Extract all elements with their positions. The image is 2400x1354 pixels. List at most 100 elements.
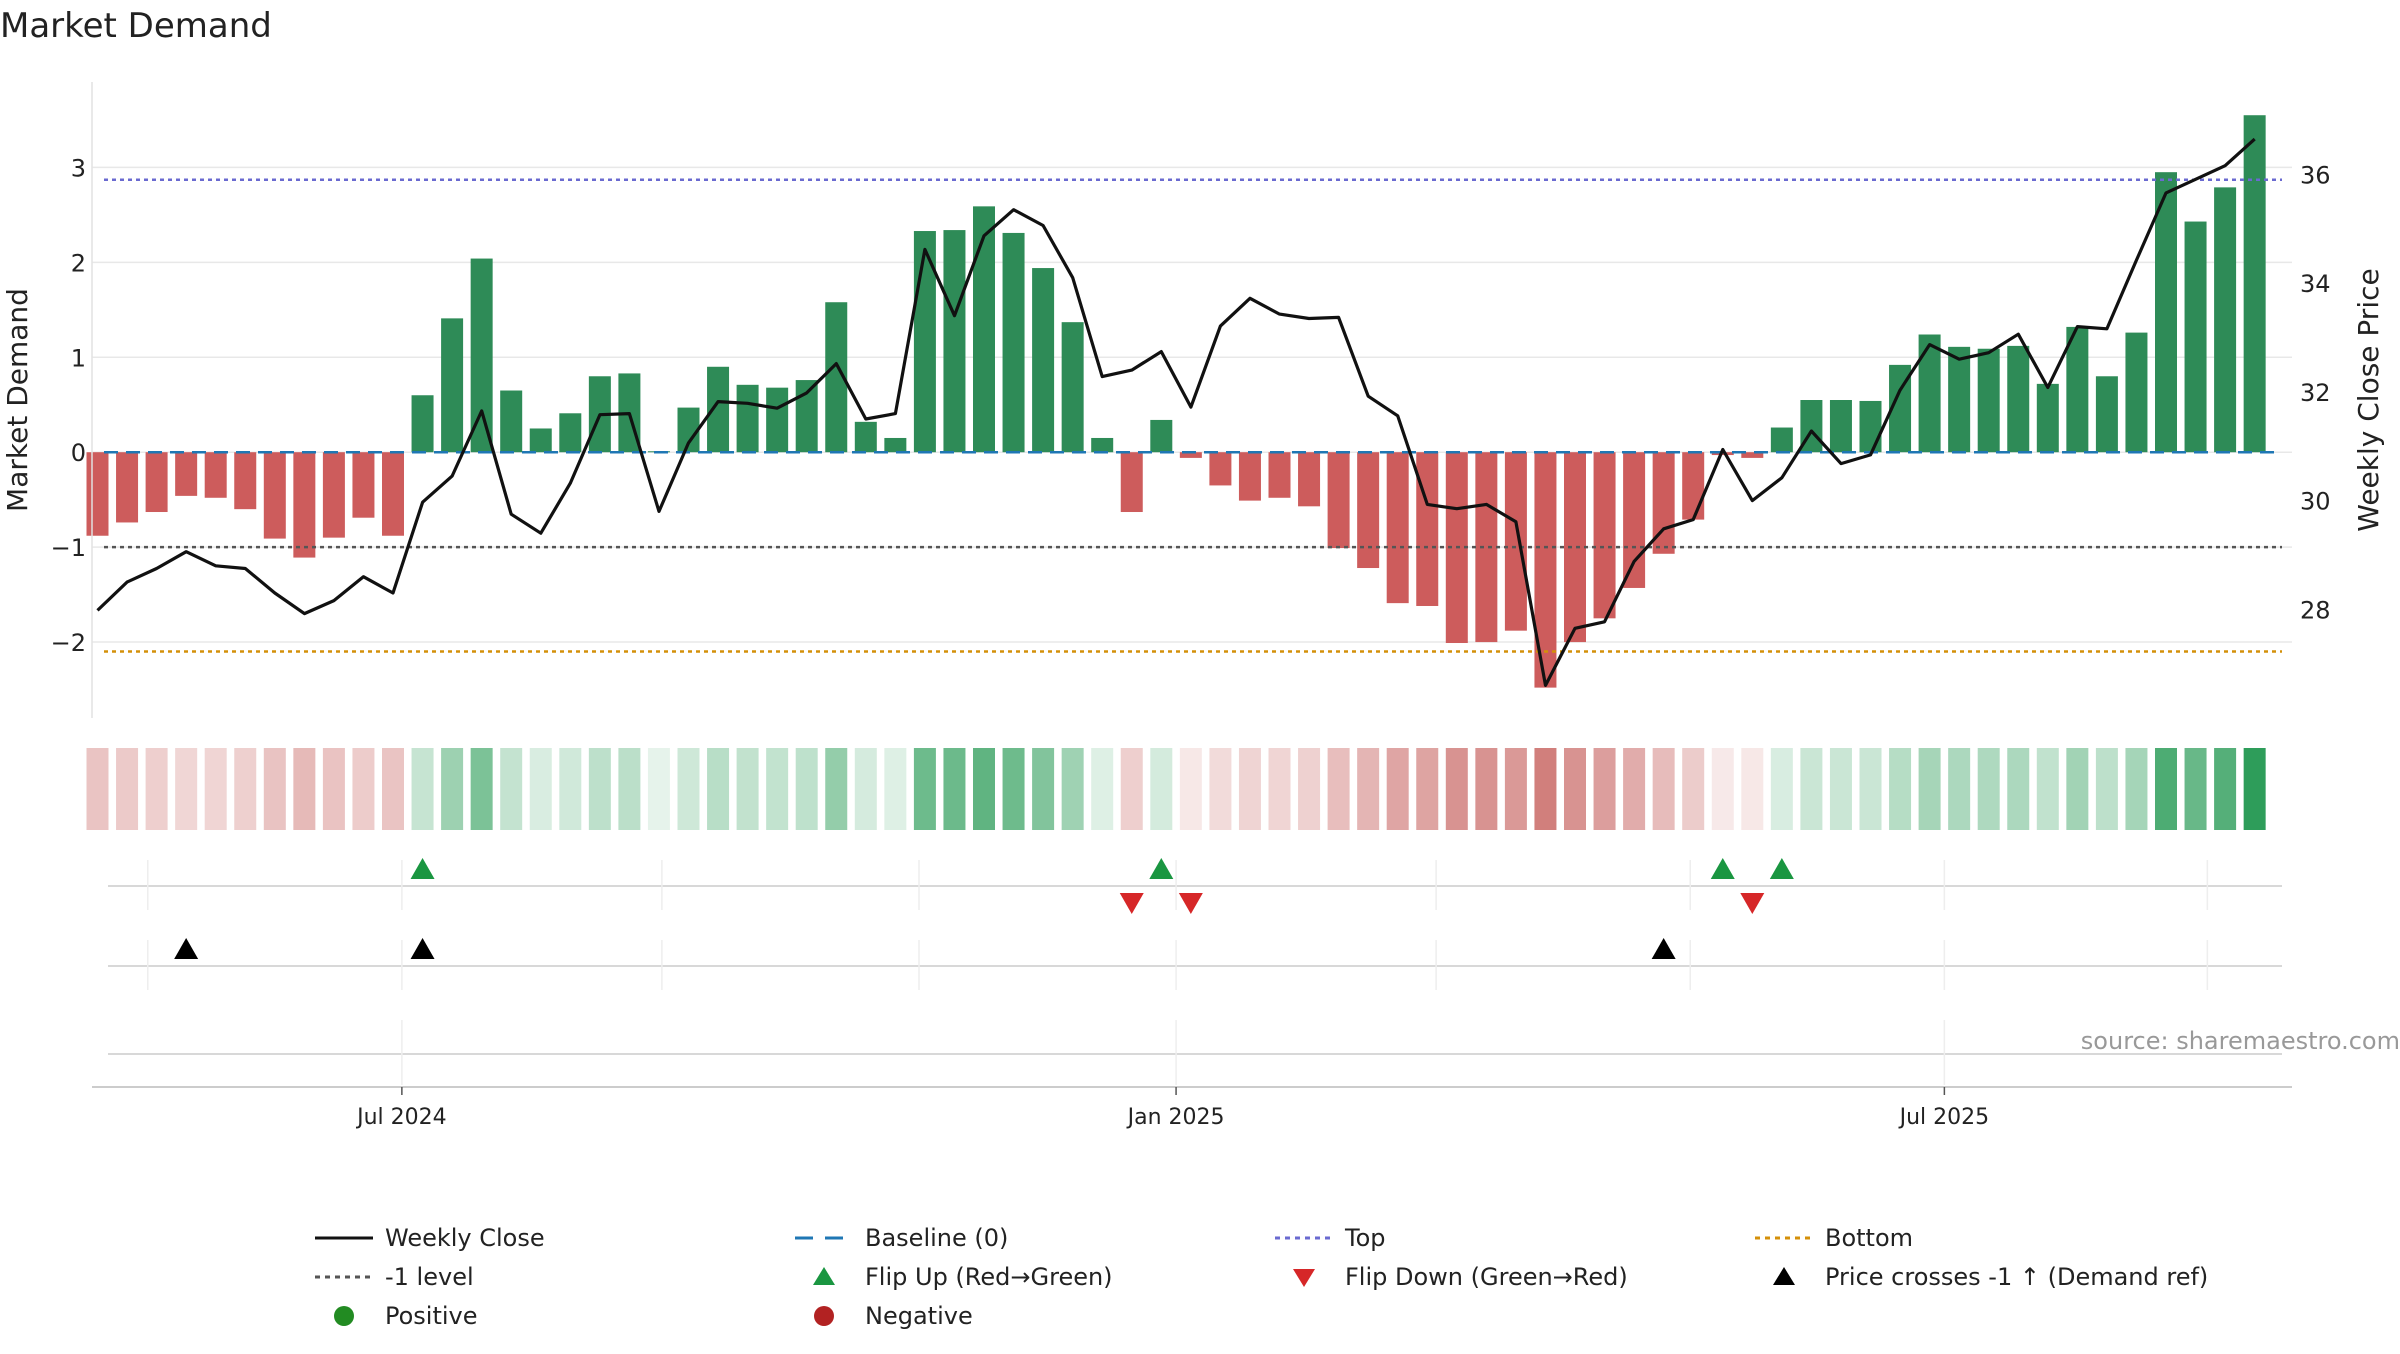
- weekly-close-series: [96, 137, 2256, 688]
- left-tick-label: 3: [71, 154, 86, 182]
- legend-label: Flip Up (Red→Green): [865, 1263, 1113, 1291]
- heat-cell: [1061, 748, 1084, 830]
- heat-cell: [1416, 748, 1439, 830]
- heat-cell: [322, 748, 345, 830]
- heat-cell: [588, 748, 611, 830]
- legend-swatch: [334, 1306, 354, 1326]
- heat-cell: [1652, 748, 1675, 830]
- heat-cell: [2066, 748, 2089, 830]
- demand-bar: [411, 395, 434, 453]
- heat-cell: [293, 748, 316, 830]
- heat-cell: [884, 748, 907, 830]
- heat-cell: [618, 748, 641, 830]
- demand-bar: [707, 366, 730, 453]
- demand-bar: [1977, 348, 2000, 453]
- price-cross-marker: [1651, 938, 1676, 959]
- y-axis-label-left: Market Demand: [1, 288, 34, 512]
- heat-cell: [1534, 748, 1557, 830]
- demand-bar: [1564, 452, 1586, 643]
- demand-bar: [825, 302, 848, 453]
- legend: Weekly Close Baseline (0) Top Bottom -1 leve…: [315, 1224, 2208, 1330]
- heat-cell: [175, 748, 198, 830]
- heat-cell: [647, 748, 670, 830]
- signal-panels: [108, 858, 2282, 1085]
- heat-cell: [1682, 748, 1705, 830]
- heat-cell: [470, 748, 493, 830]
- demand-bar: [145, 452, 168, 513]
- heat-cell: [1475, 748, 1498, 830]
- flip-up-marker: [1769, 858, 1794, 879]
- flip-up-marker: [1149, 858, 1174, 879]
- demand-bar: [2036, 383, 2059, 453]
- legend-item: Weekly Close: [315, 1224, 545, 1252]
- legend-label: Flip Down (Green→Red): [1345, 1263, 1628, 1291]
- heat-cell: [500, 748, 523, 830]
- legend-item: Bottom: [1755, 1224, 1913, 1252]
- heat-cell: [1386, 748, 1409, 830]
- heat-cell: [1918, 748, 1941, 830]
- heat-cell: [1002, 748, 1025, 830]
- demand-bar: [352, 452, 375, 518]
- demand-bar: [1475, 452, 1498, 643]
- legend-item: Negative: [814, 1302, 973, 1330]
- left-tick-label: −2: [51, 629, 86, 657]
- x-tick-label: Jan 2025: [1126, 1105, 1225, 1130]
- legend-item: -1 level: [315, 1263, 474, 1291]
- heat-cell: [1327, 748, 1350, 830]
- demand-bar: [1386, 452, 1409, 604]
- x-axis: Jul 2024 Jan 2025 Jul 2025: [92, 1086, 2292, 1130]
- heat-cell: [1593, 748, 1616, 830]
- demand-bar: [1682, 452, 1705, 520]
- demand-heat-strip: [86, 748, 2266, 830]
- demand-bar: [1741, 452, 1764, 458]
- heat-cell: [1800, 748, 1823, 830]
- heat-cell: [913, 748, 936, 830]
- demand-bar: [1002, 232, 1025, 453]
- flip-down-marker: [1178, 893, 1203, 914]
- legend-label: Positive: [385, 1302, 478, 1330]
- demand-bar: [263, 452, 286, 539]
- heat-cell: [86, 748, 109, 830]
- right-tick-label: 36: [2300, 161, 2331, 189]
- heat-cell: [2184, 748, 2207, 830]
- heat-cell: [411, 748, 434, 830]
- heat-cell: [1977, 748, 2000, 830]
- heat-cell: [825, 748, 848, 830]
- demand-bar: [559, 413, 582, 453]
- heat-cell: [1091, 748, 1114, 830]
- demand-bar: [795, 380, 818, 453]
- heat-cell: [1298, 748, 1321, 830]
- legend-label: Negative: [865, 1302, 973, 1330]
- heat-cell: [352, 748, 375, 830]
- demand-bar: [1120, 452, 1143, 513]
- heat-cell: [2214, 748, 2237, 830]
- legend-item: Top: [1275, 1224, 1386, 1252]
- heat-cell: [2036, 748, 2059, 830]
- demand-bar: [382, 452, 404, 536]
- flip-up-marker: [1710, 858, 1735, 879]
- heat-cell: [1564, 748, 1586, 830]
- heat-cell: [2155, 748, 2177, 830]
- heat-cell: [441, 748, 464, 830]
- heat-cell: [145, 748, 168, 830]
- demand-bar: [2184, 221, 2207, 453]
- right-tick-label: 32: [2300, 379, 2331, 407]
- demand-bar: [234, 452, 257, 510]
- demand-bar: [1357, 452, 1380, 569]
- demand-bar: [1298, 452, 1321, 507]
- heat-cell: [1504, 748, 1527, 830]
- heat-cell: [766, 748, 789, 830]
- legend-item: Flip Down (Green→Red): [1293, 1263, 1628, 1291]
- legend-label: Bottom: [1825, 1224, 1913, 1252]
- heat-cell: [1829, 748, 1852, 830]
- right-tick-label: 28: [2300, 596, 2331, 624]
- heat-cell: [2007, 748, 2030, 830]
- heat-cell: [677, 748, 700, 830]
- heat-cell: [382, 748, 404, 830]
- demand-bar: [2125, 332, 2148, 453]
- legend-item: Flip Up (Red→Green): [813, 1263, 1113, 1291]
- heat-cell: [529, 748, 552, 830]
- heat-cell: [2125, 748, 2148, 830]
